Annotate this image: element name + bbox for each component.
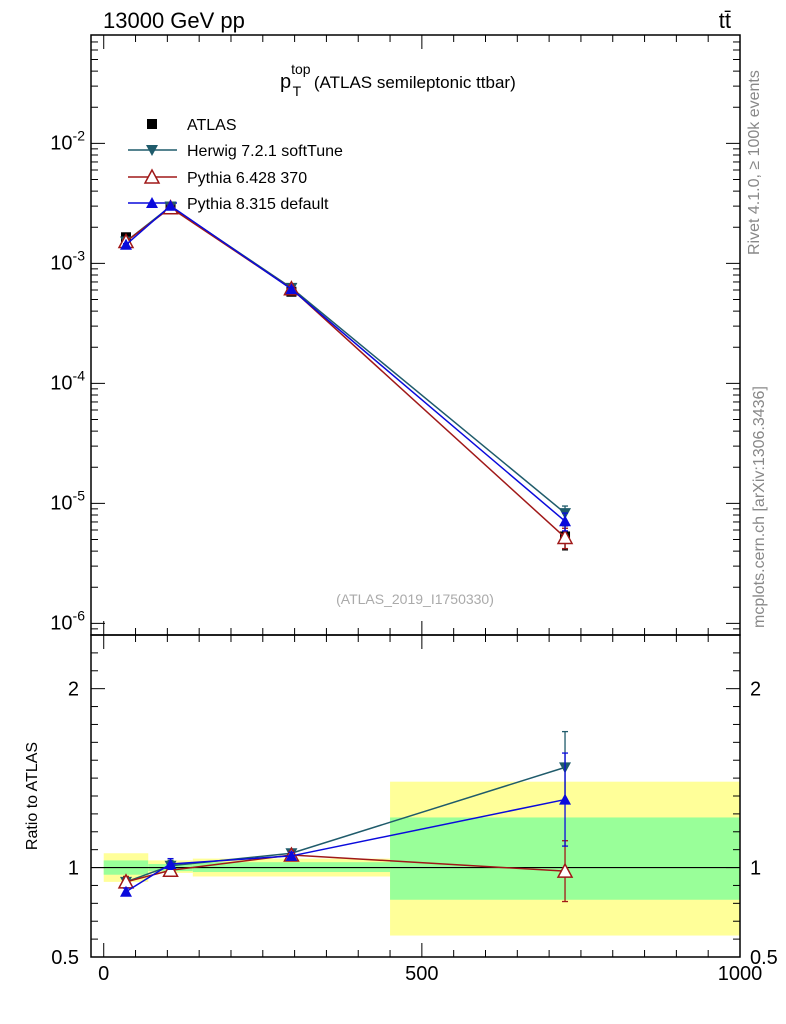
ratio-ylabel: Ratio to ATLAS <box>24 742 41 850</box>
ratio-point-pythia8 <box>164 857 177 869</box>
main-point-pythia8 <box>119 238 132 250</box>
legend-entry-pythia8: Pythia 8.315 default <box>128 196 329 213</box>
ratio-y-tick-label-right: 2 <box>750 679 761 701</box>
energy-label: 13000 GeV pp <box>103 8 245 33</box>
source-label: mcplots.cern.ch [arXiv:1306.3436] <box>751 386 768 628</box>
main-line-herwig <box>125 205 566 514</box>
ratio-x-tick-label: 0 <box>98 963 109 985</box>
ratio-y-tick-label-right: 0.5 <box>750 947 778 969</box>
ratio-point-pythia8 <box>285 849 298 861</box>
rivet-version-label: Rivet 4.1.0, ≥ 100k events <box>746 70 763 255</box>
ratio-y-tick-label: 0.5 <box>51 947 79 969</box>
main-point-pythia8 <box>559 515 572 527</box>
legend-label-pythia8: Pythia 8.315 default <box>187 196 329 213</box>
ratio-line-pythia8 <box>125 798 566 893</box>
legend-label-atlas: ATLAS <box>187 117 237 134</box>
ratio-point-pythia6 <box>556 862 574 878</box>
main-title: ptop T (ATLAS semileptonic ttbar) <box>280 61 516 99</box>
legend-entry-pythia6: Pythia 6.428 370 <box>128 168 307 187</box>
ratio-line-pythia6 <box>125 854 566 883</box>
ratio-point-pythia8 <box>119 885 132 897</box>
process-label: tt̄ <box>719 8 731 33</box>
legend-marker-pythia8 <box>146 197 158 208</box>
main-y-tick-label: 10-5 <box>50 487 85 514</box>
ratio-x-tick-label: 1000 <box>718 963 763 985</box>
main-point-pythia8 <box>285 283 298 295</box>
main-point-pythia6 <box>556 528 574 545</box>
main-line-pythia8 <box>125 204 566 522</box>
main-y-tick-label: 10-2 <box>50 127 85 154</box>
ratio-y-tick-label: 1 <box>68 858 79 880</box>
ratio-x-tick-label: 500 <box>405 963 438 985</box>
legend-entry-herwig: Herwig 7.2.1 softTune <box>128 143 343 160</box>
legend: ATLAS Herwig 7.2.1 softTune Pythia 6.428… <box>128 117 343 213</box>
legend-marker-atlas <box>147 119 157 129</box>
main-y-tick-label: 10-3 <box>50 247 85 274</box>
main-y-tick-label: 10-6 <box>50 607 85 634</box>
legend-label-herwig: Herwig 7.2.1 softTune <box>187 143 343 160</box>
main-y-tick-label: 10-4 <box>50 367 85 394</box>
main-point-pythia8 <box>164 199 177 211</box>
analysis-id-label: (ATLAS_2019_I1750330) <box>336 591 494 607</box>
legend-marker-herwig <box>146 145 158 156</box>
legend-marker-pythia6 <box>143 168 161 184</box>
legend-entry-atlas: ATLAS <box>147 117 237 134</box>
main-line-pythia6 <box>125 206 566 539</box>
ratio-y-tick-label-right: 1 <box>750 858 761 880</box>
ratio-y-tick-label: 2 <box>68 679 79 701</box>
ratio-point-pythia8 <box>559 793 572 805</box>
legend-label-pythia6: Pythia 6.428 370 <box>187 170 307 187</box>
